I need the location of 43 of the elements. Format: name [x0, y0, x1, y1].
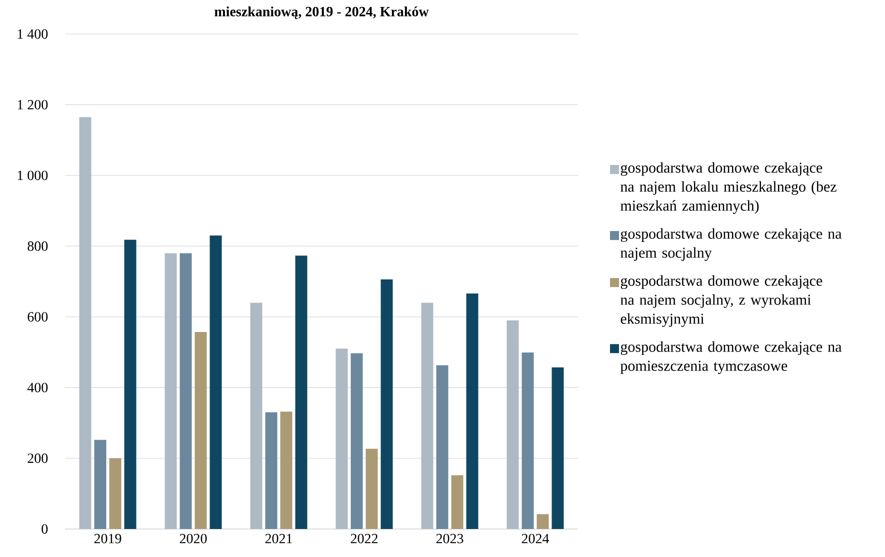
- bar: [194, 332, 207, 529]
- bar: [250, 302, 262, 529]
- bar: [451, 475, 464, 529]
- y-tick-label: 0: [42, 524, 48, 534]
- legend-label: gospodarstwa domowe czekające na najem socjalny: [620, 228, 842, 261]
- bar: [164, 253, 177, 529]
- bar: [124, 240, 136, 529]
- bar: [180, 253, 192, 529]
- bar: [522, 352, 534, 529]
- y-tick-label: 1 200: [18, 100, 48, 110]
- bar: [94, 440, 106, 529]
- y-tick-label: 200: [28, 454, 48, 463]
- bar: [466, 294, 478, 529]
- bar: [536, 514, 549, 529]
- bar: [280, 412, 292, 529]
- x-tick-label: 2019: [94, 534, 122, 544]
- bar: [336, 348, 348, 529]
- x-tick-label: 2020: [180, 534, 207, 544]
- bar: [436, 365, 448, 529]
- y-tick-label: 1 000: [18, 170, 48, 180]
- legend-label: gospodarstwa domowe czekające na pomieszczenia tymczasowe: [620, 341, 842, 374]
- legend-label: gospodarstwa domowe czekające na najem socjalny, z wyrokami eksmisyjnymi: [620, 275, 822, 327]
- bar: [265, 412, 278, 529]
- bar: [79, 117, 92, 529]
- bar: [350, 353, 363, 529]
- y-tick-label: 1 400: [18, 29, 48, 39]
- bar: [380, 279, 393, 529]
- bar: [552, 367, 564, 529]
- x-tick-label: 2021: [265, 534, 292, 544]
- bar: [109, 458, 122, 529]
- y-tick-label: 400: [27, 382, 48, 392]
- chart-title: mieszkaniową, 2019 - 2024, Kraków: [214, 6, 429, 20]
- bar: [421, 302, 434, 529]
- y-tick-label: 800: [28, 241, 48, 251]
- bar: [366, 448, 378, 529]
- legend-label: gospodarstwa domowe czekające na najem lokalu mieszkalnego (bez mieszkań zamiennych): [620, 162, 836, 214]
- bar: [295, 256, 308, 529]
- x-tick-label: 2024: [522, 534, 550, 544]
- y-tick-label: 600: [28, 312, 48, 322]
- bar: [506, 320, 519, 529]
- x-tick-label: 2022: [350, 534, 378, 544]
- bar: [210, 236, 222, 529]
- x-tick-label: 2023: [436, 534, 464, 544]
